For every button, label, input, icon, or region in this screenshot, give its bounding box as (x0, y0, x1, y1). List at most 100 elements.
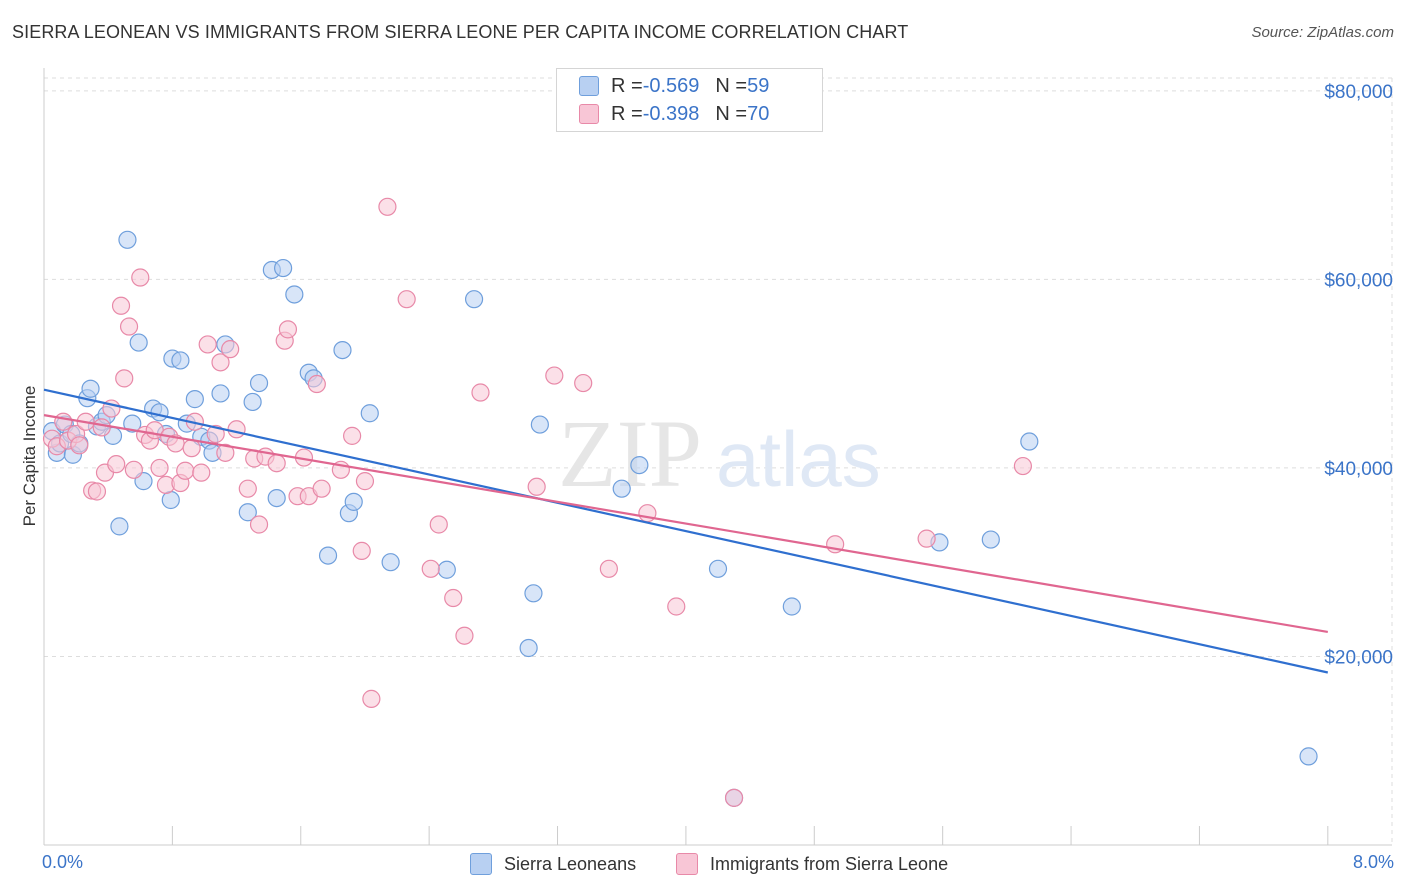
legend-n-value: 59 (747, 74, 770, 97)
data-point (161, 490, 180, 510)
data-point (206, 424, 225, 444)
data-point (221, 340, 240, 359)
data-point (92, 418, 111, 437)
data-point (171, 351, 190, 370)
data-point (444, 588, 463, 608)
data-point (574, 373, 593, 393)
legend: R = -0.569 N = 59 R = -0.398 N = 70 (556, 68, 823, 132)
data-point (185, 390, 204, 409)
data-point (124, 460, 143, 479)
data-point (524, 584, 543, 603)
data-point (150, 458, 169, 478)
data-point (362, 689, 381, 708)
data-point (110, 517, 129, 536)
data-point (238, 503, 257, 522)
data-point (312, 479, 331, 498)
axes (43, 68, 1392, 846)
bottom-legend-swatch-pink (676, 853, 698, 875)
data-point (249, 515, 269, 534)
data-point (429, 515, 448, 534)
data-point (150, 403, 169, 422)
data-point (333, 340, 352, 360)
data-point (81, 379, 100, 398)
data-point (545, 366, 564, 385)
trend-line-sierra-leoneans (43, 388, 1329, 674)
data-point (211, 353, 230, 372)
data-point (352, 541, 371, 560)
trend-lines (43, 388, 1329, 674)
data-point (667, 597, 686, 616)
y-tick-label: $60,000 (1324, 270, 1393, 291)
data-point (917, 529, 936, 548)
legend-row-immigrants: R = -0.398 N = 70 (579, 101, 769, 127)
data-point (267, 454, 286, 473)
data-point (599, 559, 618, 578)
data-point (1013, 456, 1033, 476)
data-point (243, 392, 262, 412)
data-point (227, 420, 246, 439)
bottom-legend-sierra-leoneans: Sierra Leoneans (470, 851, 636, 877)
legend-n-label: N = (715, 102, 748, 125)
legend-swatch-pink (579, 104, 599, 124)
x-tick-label-max: 8.0% (1352, 852, 1394, 872)
data-point (192, 463, 211, 482)
data-point (238, 479, 257, 498)
y-tick-label: $20,000 (1324, 647, 1393, 668)
watermark-atlas: atlas (716, 415, 881, 503)
data-point (708, 559, 728, 578)
data-point (216, 443, 235, 462)
data-point (87, 482, 107, 501)
data-point (107, 455, 126, 474)
data-point (421, 559, 440, 578)
data-point (360, 404, 379, 423)
data-point (527, 477, 546, 496)
y-tick-label: $40,000 (1324, 459, 1393, 480)
data-point (307, 374, 326, 394)
data-point (111, 296, 131, 315)
y-tick-label: $80,000 (1324, 82, 1393, 103)
data-point (437, 560, 456, 579)
data-point (176, 461, 195, 480)
legend-r-value: -0.398 (642, 102, 700, 125)
data-point (115, 369, 134, 388)
legend-n-value: 70 (747, 102, 770, 125)
data-point (630, 455, 649, 475)
legend-r-label: R = (611, 102, 643, 125)
data-point (70, 436, 89, 455)
bottom-legend-label: Immigrants from Sierra Leone (710, 853, 949, 874)
series-immigrants-points (42, 197, 1033, 807)
series-sierra-leoneans-points (42, 230, 1318, 807)
data-point (285, 285, 304, 304)
data-point (318, 546, 338, 565)
chart-title: SIERRA LEONEAN VS IMMIGRANTS FROM SIERRA… (12, 22, 909, 42)
data-point (343, 426, 362, 445)
data-point (724, 788, 744, 807)
source-label: Source: ZipAtlas.com (1251, 24, 1394, 41)
trend-line-immigrants (43, 414, 1328, 634)
bottom-legend-immigrants: Immigrants from Sierra Leone (676, 851, 948, 877)
data-point (464, 290, 484, 309)
data-point (981, 530, 1000, 549)
data-point (381, 553, 400, 572)
data-point (118, 230, 137, 249)
legend-row-sierra-leoneans: R = -0.569 N = 59 (579, 73, 769, 99)
y-tick-labels: $20,000 $40,000 $60,000 $80,000 (1324, 82, 1393, 669)
data-point (378, 197, 397, 216)
data-point (123, 414, 142, 433)
data-point (519, 638, 538, 658)
data-point (612, 479, 631, 498)
legend-swatch-blue (579, 76, 599, 96)
data-point (274, 258, 293, 278)
legend-r-value: -0.569 (642, 74, 700, 97)
data-point (530, 415, 549, 434)
data-point (344, 492, 363, 511)
data-point (471, 383, 490, 402)
data-point (131, 268, 150, 287)
data-point (198, 335, 217, 354)
data-point (397, 290, 416, 309)
data-point (54, 412, 73, 431)
data-point (267, 488, 286, 508)
data-point (1020, 432, 1039, 451)
watermark: ZIP atlas (558, 400, 881, 507)
